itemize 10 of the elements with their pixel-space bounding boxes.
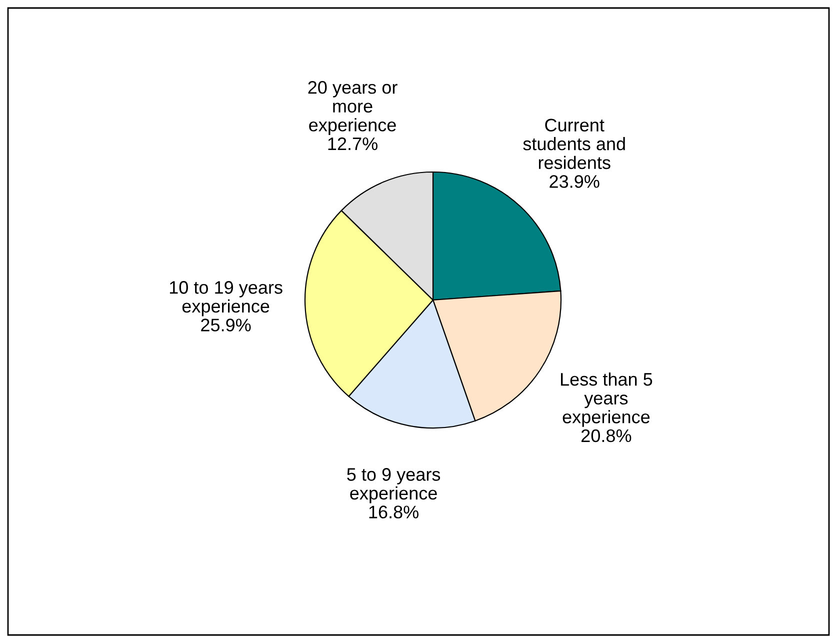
- data-label: 25.9%: [201, 318, 251, 332]
- data-label: 20.8%: [582, 429, 632, 442]
- data-label: 16.8%: [369, 506, 418, 518]
- data-label: 12.7%: [328, 137, 378, 150]
- slice-label: Less than 5 years experience: [561, 372, 652, 427]
- slice-label: Current students and residents: [523, 118, 625, 170]
- data-label: 23.9%: [550, 175, 600, 188]
- slice-label: 5 to 9 years experience: [347, 468, 440, 504]
- slice-label: 10 to 19 years experience: [170, 281, 282, 316]
- slice-label: 20 years or more experience: [308, 81, 398, 135]
